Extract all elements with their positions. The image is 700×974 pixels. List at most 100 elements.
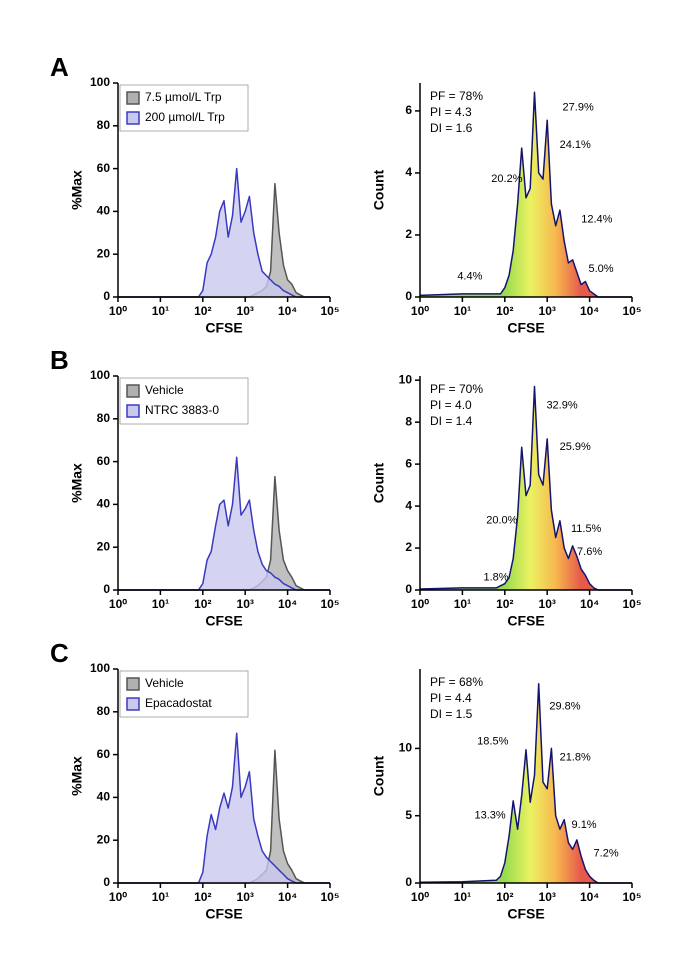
legend-label: Vehicle xyxy=(145,383,184,397)
y-tick-label: 5 xyxy=(405,808,412,822)
y-axis-label: %Max xyxy=(69,170,85,210)
y-tick-label: 60 xyxy=(97,454,111,468)
annotation: 32.9% xyxy=(546,399,577,411)
x-tick-label: 10¹ xyxy=(454,304,471,318)
plot xyxy=(118,456,330,591)
count-fill xyxy=(420,683,632,883)
x-tick-label: 10⁵ xyxy=(321,304,340,318)
x-tick-label: 10¹ xyxy=(454,890,471,904)
annotation: 25.9% xyxy=(560,441,591,453)
histogram-fill xyxy=(118,733,330,883)
plot xyxy=(118,167,330,298)
x-tick-label: 10³ xyxy=(539,304,556,318)
x-axis-label: CFSE xyxy=(205,320,242,336)
y-axis-label: Count xyxy=(371,462,387,503)
y-tick-label: 20 xyxy=(97,832,111,846)
x-axis-label: CFSE xyxy=(507,613,544,629)
stats-text: DI = 1.6 xyxy=(430,121,473,135)
x-tick-label: 10² xyxy=(496,890,513,904)
y-tick-label: 80 xyxy=(97,704,111,718)
x-tick-label: 10² xyxy=(194,597,211,611)
y-tick-label: 0 xyxy=(405,582,412,596)
x-tick-label: 10¹ xyxy=(454,597,471,611)
y-axis-label: Count xyxy=(371,169,387,210)
x-tick-label: 10³ xyxy=(539,597,556,611)
histogram-fill xyxy=(118,750,330,883)
x-tick-label: 10⁵ xyxy=(321,597,340,611)
annotation: 20.2% xyxy=(491,173,522,185)
y-tick-label: 40 xyxy=(97,204,111,218)
annotation: 9.1% xyxy=(572,819,597,831)
y-tick-label: 40 xyxy=(97,497,111,511)
x-tick-label: 10² xyxy=(496,597,513,611)
x-axis-label: CFSE xyxy=(507,320,544,336)
plot xyxy=(118,732,330,884)
legend-swatch xyxy=(126,111,140,125)
y-axis-label: %Max xyxy=(69,756,85,796)
y-tick-label: 2 xyxy=(405,227,412,241)
histogram-fill xyxy=(118,168,330,297)
y-tick-label: 80 xyxy=(97,411,111,425)
y-axis-label: %Max xyxy=(69,463,85,503)
x-tick-label: 10³ xyxy=(539,890,556,904)
panel-label: C xyxy=(50,638,69,668)
x-tick-label: 10⁰ xyxy=(411,890,429,904)
annotation: 24.1% xyxy=(560,139,591,151)
y-tick-label: 40 xyxy=(97,790,111,804)
x-tick-label: 10⁵ xyxy=(623,597,642,611)
stats-text: PF = 78% xyxy=(430,89,483,103)
y-tick-label: 6 xyxy=(405,456,412,470)
x-tick-label: 10¹ xyxy=(152,890,169,904)
histogram-fill xyxy=(118,457,330,590)
y-tick-label: 4 xyxy=(405,165,412,179)
x-axis-label: CFSE xyxy=(205,906,242,922)
stats-text: DI = 1.4 xyxy=(430,414,473,428)
x-tick-label: 10³ xyxy=(237,304,254,318)
y-tick-label: 10 xyxy=(399,372,413,386)
legend-label: Epacadostat xyxy=(145,696,212,710)
annotation: 13.3% xyxy=(474,810,505,822)
annotation: 5.0% xyxy=(588,263,613,275)
x-tick-label: 10⁴ xyxy=(580,890,599,904)
y-tick-label: 0 xyxy=(405,875,412,889)
x-tick-label: 10⁰ xyxy=(109,597,127,611)
y-tick-label: 8 xyxy=(405,414,412,428)
legend-box xyxy=(119,670,249,718)
annotation: 12.4% xyxy=(581,213,612,225)
stats-text: PI = 4.3 xyxy=(430,105,472,119)
legend-box xyxy=(119,377,249,425)
x-tick-label: 10⁰ xyxy=(109,304,127,318)
x-tick-label: 10⁴ xyxy=(278,597,297,611)
y-tick-label: 0 xyxy=(103,582,110,596)
stats-text: PI = 4.4 xyxy=(430,691,472,705)
x-axis-label: CFSE xyxy=(507,906,544,922)
x-tick-label: 10² xyxy=(194,304,211,318)
x-tick-label: 10⁴ xyxy=(580,597,599,611)
annotation: 7.2% xyxy=(594,847,619,859)
x-tick-label: 10⁰ xyxy=(411,304,429,318)
annotation: 11.5% xyxy=(571,523,602,535)
legend-label: 7.5 µmol/L Trp xyxy=(145,90,222,104)
y-tick-label: 100 xyxy=(90,368,110,382)
panel-label: A xyxy=(50,52,69,82)
x-tick-label: 10³ xyxy=(237,890,254,904)
legend-swatch xyxy=(126,91,140,105)
y-tick-label: 2 xyxy=(405,540,412,554)
legend-swatch xyxy=(126,404,140,418)
y-tick-label: 20 xyxy=(97,246,111,260)
x-tick-label: 10⁴ xyxy=(580,304,599,318)
stats-text: PF = 68% xyxy=(430,675,483,689)
y-tick-label: 60 xyxy=(97,747,111,761)
x-tick-label: 10⁵ xyxy=(321,890,340,904)
legend-swatch xyxy=(126,697,140,711)
annotation: 20.0% xyxy=(486,515,517,527)
stats-text: PI = 4.0 xyxy=(430,398,472,412)
y-tick-label: 60 xyxy=(97,161,111,175)
x-tick-label: 10⁰ xyxy=(411,597,429,611)
x-tick-label: 10⁵ xyxy=(623,890,642,904)
annotation: 1.8% xyxy=(483,571,508,583)
x-tick-label: 10⁴ xyxy=(278,304,297,318)
x-tick-label: 10⁰ xyxy=(109,890,127,904)
annotation: 21.8% xyxy=(560,752,591,764)
